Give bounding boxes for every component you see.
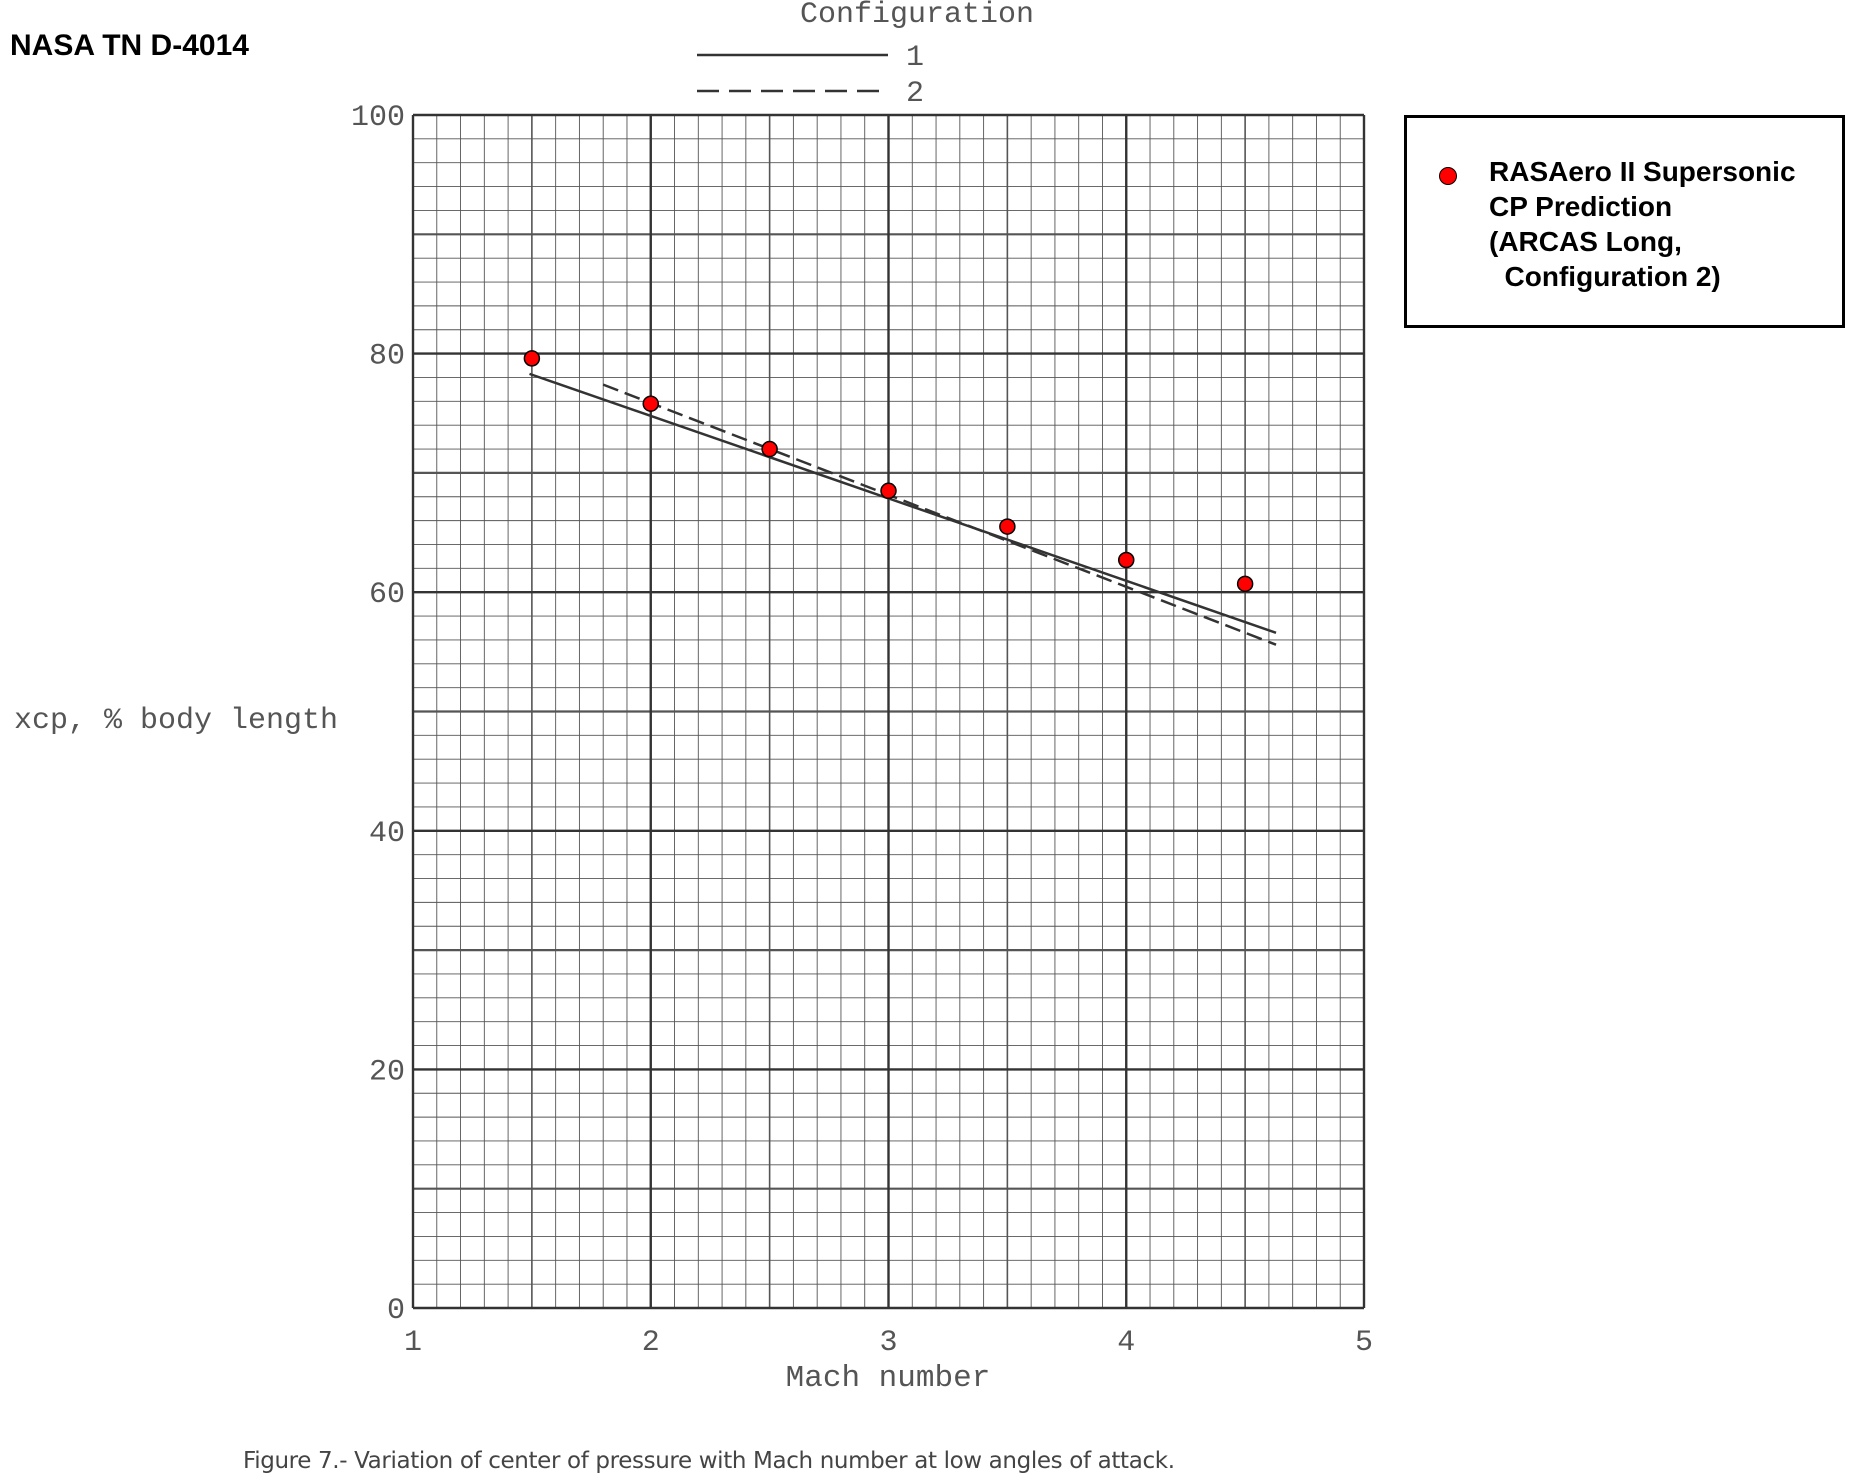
data-point [642,395,659,412]
data-line [529,372,1277,634]
caption: Figure 7.- Variation of center of pressu… [243,1448,1175,1474]
data-point [999,518,1016,535]
legend: RASAero II Supersonic CP Prediction (ARC… [1404,115,1845,328]
x-tick-label: 5 [1355,1326,1373,1360]
data-line [602,383,1277,646]
data-point [523,350,541,367]
data-point [761,440,778,458]
y-tick-label: 100 [351,101,405,135]
x-tick-label: 1 [404,1326,422,1360]
data-point [1236,575,1254,593]
y-tick-label: 60 [369,578,405,612]
legend-label: 2 [906,77,924,111]
legend-label: 1 [906,41,924,75]
y-tick-label: 0 [387,1294,405,1328]
data-point [880,482,897,500]
legend-title: Configuration [800,0,1034,32]
y-tick-label: 40 [369,817,405,851]
x-tick-label: 4 [1117,1326,1135,1360]
x-axis-label: Mach number [786,1361,991,1396]
x-tick-label: 2 [642,1326,660,1360]
chart-title: NASA TN D-4014 [10,29,249,62]
x-tick-label: 3 [879,1326,897,1360]
y-axis-label: xcp, % body length [14,704,338,738]
legend-marker [1439,167,1457,185]
legend-label: RASAero II Supersonic CP Prediction (ARC… [1489,156,1796,292]
y-tick-label: 20 [369,1055,405,1089]
data-point [1118,551,1135,569]
y-tick-label: 80 [369,340,405,374]
